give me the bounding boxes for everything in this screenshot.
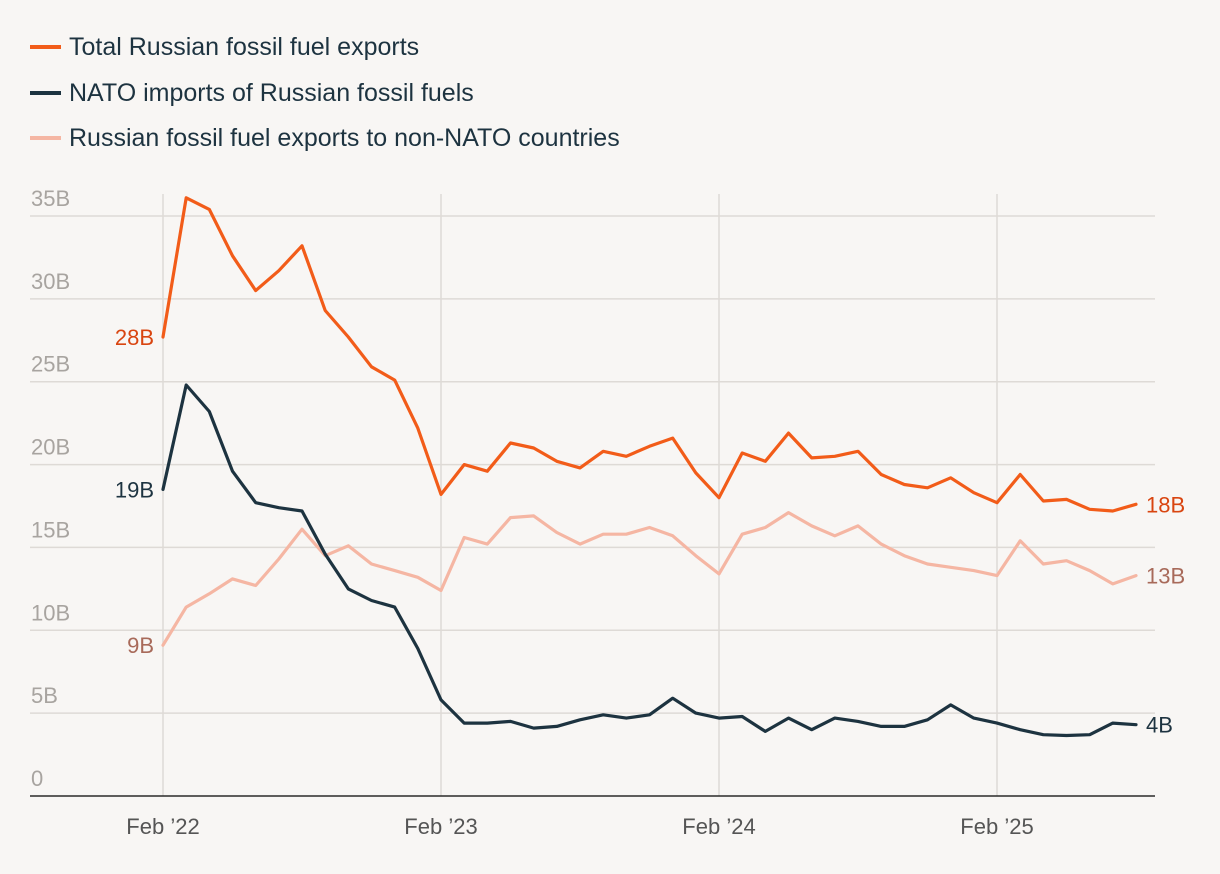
- legend-label-non-nato-exports: Russian fossil fuel exports to non-NATO …: [69, 124, 620, 152]
- y-tick-label-4: 20B: [31, 435, 70, 460]
- end-label-non-nato-exports: 13B: [1146, 564, 1185, 589]
- series-lines: [161, 196, 1138, 738]
- x-tick-label-3: Feb ’25: [960, 814, 1033, 839]
- x-axis-ticks: Feb ’22 Feb ’23 Feb ’24 Feb ’25: [126, 814, 1033, 839]
- gridlines: [30, 194, 1155, 796]
- legend-item-nato-imports: NATO imports of Russian fossil fuels: [30, 79, 474, 107]
- end-label-nato-imports: 4B: [1146, 713, 1173, 738]
- y-tick-label-2: 10B: [31, 600, 70, 625]
- legend-label-nato-imports: NATO imports of Russian fossil fuels: [69, 79, 474, 107]
- y-tick-label-5: 25B: [31, 352, 70, 377]
- y-tick-label-7: 35B: [31, 186, 70, 211]
- y-tick-label-6: 30B: [31, 269, 70, 294]
- legend: Total Russian fossil fuel exports NATO i…: [30, 33, 620, 152]
- legend-item-non-nato-exports: Russian fossil fuel exports to non-NATO …: [30, 124, 620, 152]
- y-tick-label-3: 15B: [31, 517, 70, 542]
- y-axis-ticks: 0 5B 10B 15B 20B 25B 30B 35B: [31, 186, 70, 791]
- start-label-nato-imports: 19B: [115, 477, 154, 502]
- series-value-labels: 28B 18B 19B 4B 9B 13B: [115, 325, 1185, 738]
- x-tick-label-2: Feb ’24: [682, 814, 755, 839]
- start-label-non-nato-exports: 9B: [127, 633, 154, 658]
- end-label-total-exports: 18B: [1146, 492, 1185, 517]
- y-tick-label-0: 0: [31, 766, 43, 791]
- legend-label-total-exports: Total Russian fossil fuel exports: [69, 33, 419, 61]
- y-tick-label-1: 5B: [31, 683, 58, 708]
- start-label-total-exports: 28B: [115, 325, 154, 350]
- series-line-nato-imports: [161, 383, 1138, 738]
- x-tick-label-1: Feb ’23: [404, 814, 477, 839]
- x-tick-label-0: Feb ’22: [126, 814, 199, 839]
- series-line-non-nato-exports: [161, 510, 1138, 647]
- legend-item-total-exports: Total Russian fossil fuel exports: [30, 33, 419, 61]
- series-line-total-exports: [161, 196, 1138, 513]
